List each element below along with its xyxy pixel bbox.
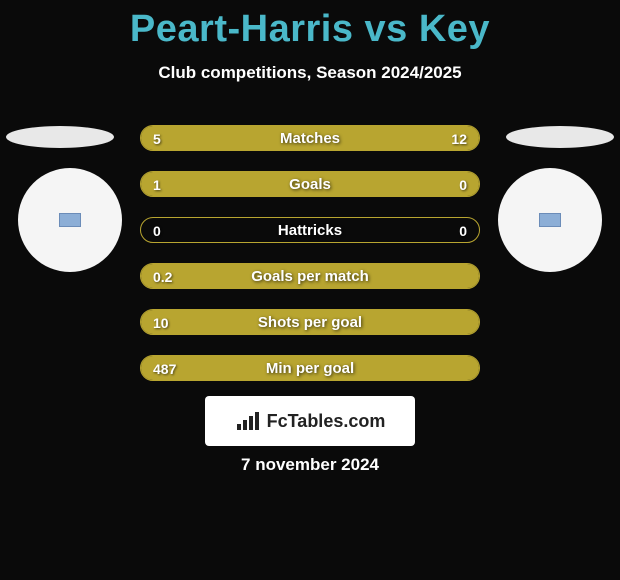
stat-label: Shots per goal	[141, 310, 479, 335]
stat-label: Hattricks	[141, 218, 479, 243]
placeholder-icon	[539, 213, 561, 227]
placeholder-icon	[59, 213, 81, 227]
team-left-oval	[6, 126, 114, 148]
stat-row: 10Goals	[140, 171, 480, 197]
brand-chart-icon	[235, 410, 261, 432]
team-right-oval	[506, 126, 614, 148]
stat-row: 10Shots per goal	[140, 309, 480, 335]
stat-label: Goals	[141, 172, 479, 197]
stat-row: 0.2Goals per match	[140, 263, 480, 289]
brand-box: FcTables.com	[205, 396, 415, 446]
stats-container: 512Matches 10Goals 00Hattricks 0.2Goals per…	[140, 125, 480, 401]
page-subtitle: Club competitions, Season 2024/2025	[0, 63, 620, 83]
team-right-badge	[498, 168, 602, 272]
stat-label: Matches	[141, 126, 479, 151]
stat-label: Min per goal	[141, 356, 479, 381]
stat-row: 00Hattricks	[140, 217, 480, 243]
stat-row: 487Min per goal	[140, 355, 480, 381]
brand-label: FcTables.com	[267, 411, 386, 432]
stat-row: 512Matches	[140, 125, 480, 151]
date-label: 7 november 2024	[0, 455, 620, 475]
stat-label: Goals per match	[141, 264, 479, 289]
page-title: Peart-Harris vs Key	[0, 0, 620, 51]
team-left-badge	[18, 168, 122, 272]
